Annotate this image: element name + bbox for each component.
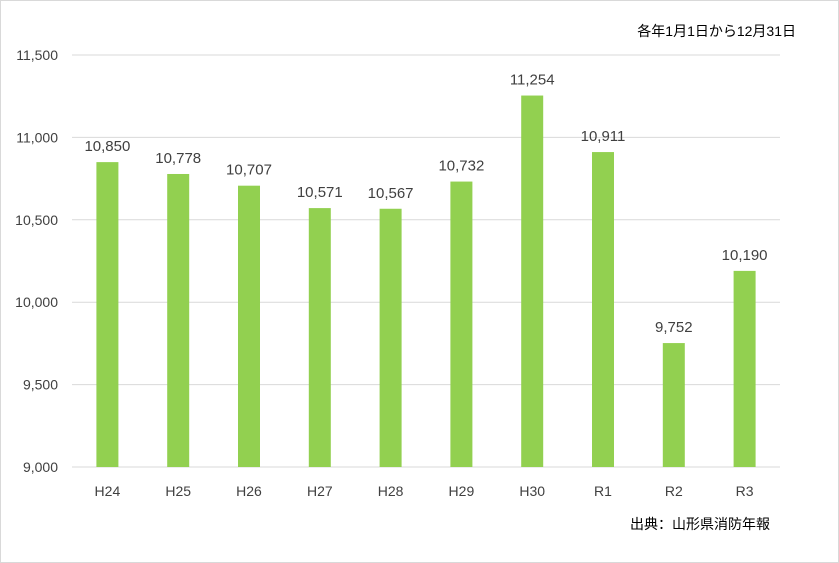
bar-h29 (450, 181, 473, 467)
data-label-h25: 10,778 (155, 150, 201, 167)
data-label-h24: 10,850 (84, 138, 130, 155)
data-labels: 10,850 10,778 10,707 10,571 10,567 10,732 11,2… (84, 72, 767, 337)
y-tick-label: 11,000 (16, 129, 58, 145)
data-label-h30: 11,254 (510, 72, 555, 89)
y-tick-label: 9,000 (23, 459, 58, 475)
x-tick-label-h24: H24 (95, 483, 121, 499)
source-note: 出典：山形県消防年報 (630, 516, 770, 532)
y-tick-label: 11,500 (16, 47, 58, 63)
data-label-r3: 10,190 (722, 247, 768, 264)
x-tick-label-h25: H25 (165, 483, 191, 499)
data-label-h29: 10,732 (438, 158, 484, 175)
bar-h25 (167, 173, 190, 467)
y-axis-ticks: 9,000 9,500 10,000 10,500 11,000 11,500 (15, 47, 58, 475)
data-label-h28: 10,567 (368, 185, 414, 202)
bar-h26 (238, 185, 260, 467)
bar-r1 (592, 152, 614, 467)
data-label-h27: 10,571 (297, 184, 343, 201)
bar-h27 (308, 208, 331, 468)
x-tick-label-h30: H30 (519, 483, 545, 499)
x-tick-label-r3: R3 (736, 483, 754, 499)
x-tick-label-h29: H29 (449, 483, 475, 499)
bar-r3 (733, 270, 756, 467)
gridlines (72, 54, 780, 468)
bar-h28 (379, 208, 402, 467)
bars (96, 95, 756, 468)
data-label-r2: 9,752 (655, 319, 693, 336)
x-tick-label-r1: R1 (594, 483, 612, 499)
y-tick-label: 9,500 (23, 377, 58, 393)
x-tick-label-h27: H27 (307, 483, 333, 499)
bar-r2 (662, 343, 685, 467)
period-note: 各年1月1日から12月31日 (637, 23, 796, 39)
x-tick-label-r2: R2 (665, 483, 683, 499)
bar-h24 (96, 162, 119, 467)
x-tick-label-h26: H26 (236, 483, 262, 499)
x-axis-ticks: H24 H25 H26 H27 H28 H29 H30 R1 R2 R3 (95, 483, 754, 499)
y-tick-label: 10,000 (15, 294, 58, 310)
y-tick-label: 10,500 (15, 212, 58, 228)
bar-h30 (521, 95, 544, 467)
data-label-h26: 10,707 (226, 162, 272, 179)
x-tick-label-h28: H28 (378, 483, 404, 499)
data-label-r1: 10,911 (581, 128, 626, 145)
